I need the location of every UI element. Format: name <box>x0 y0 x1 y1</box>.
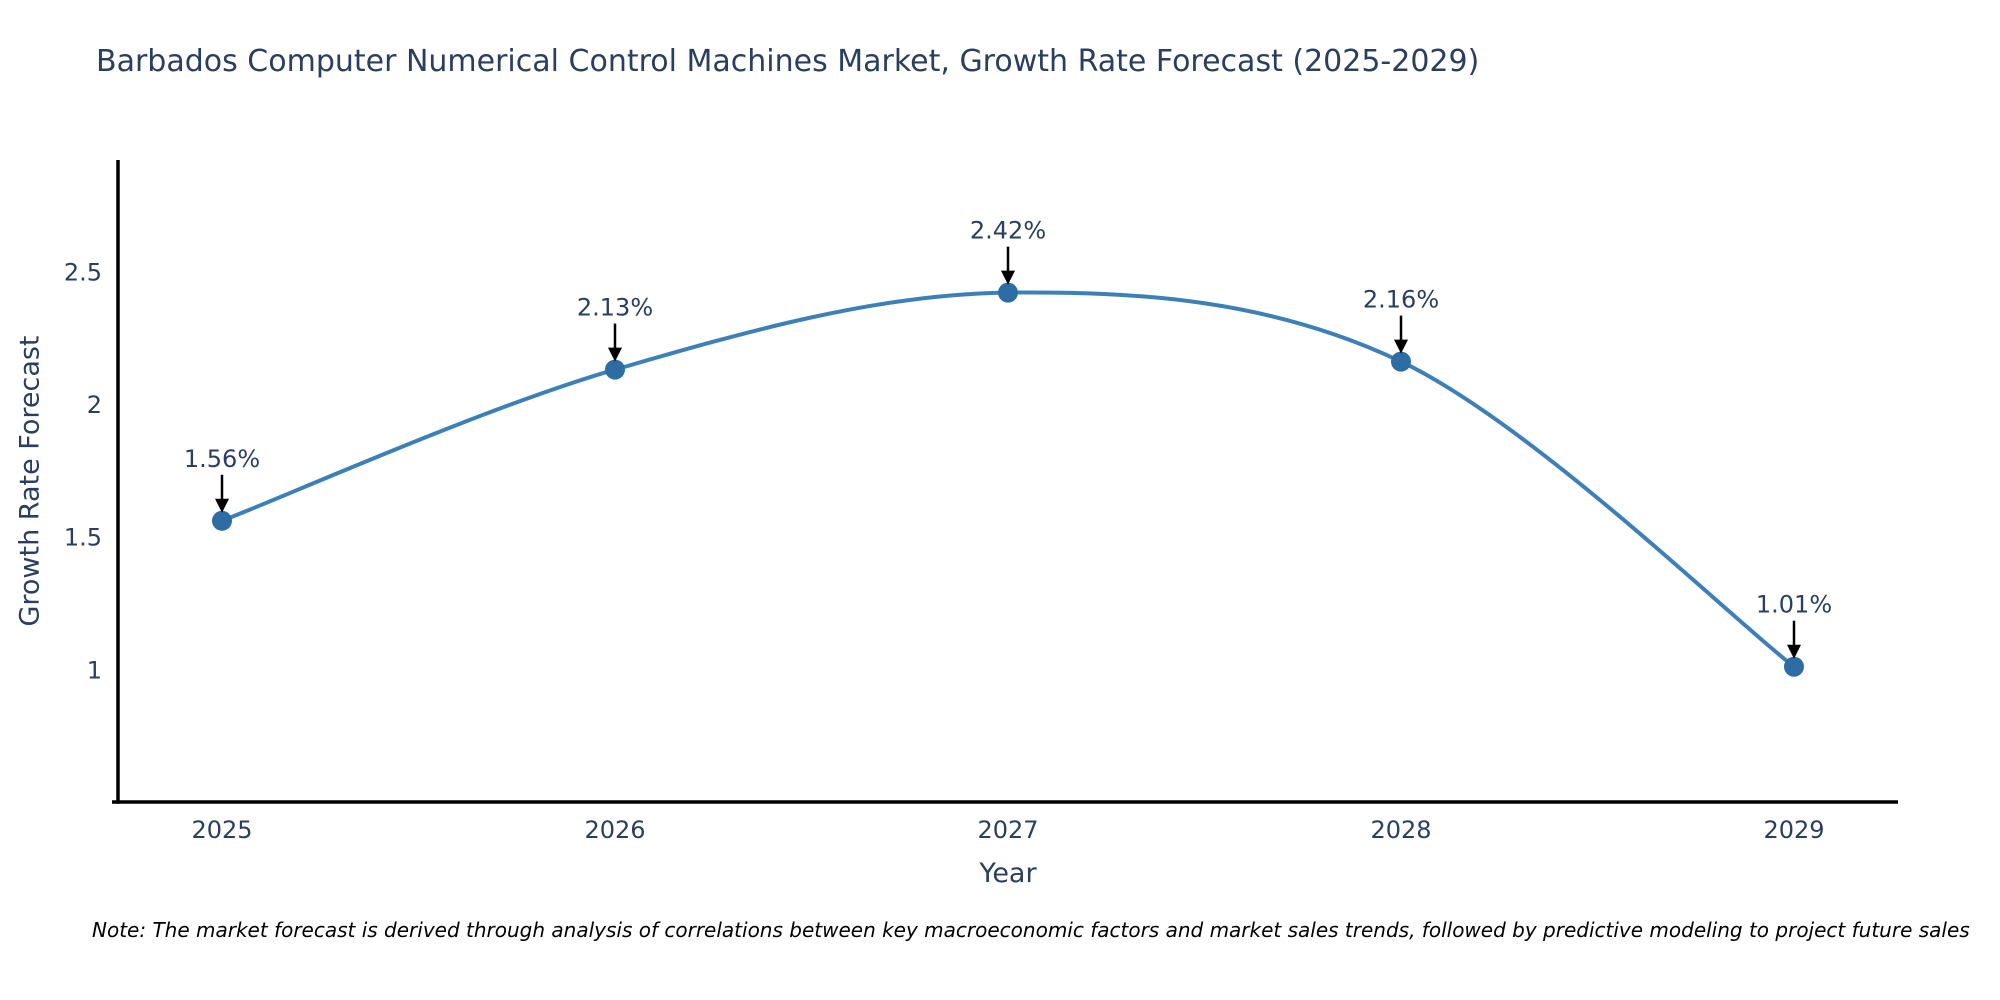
x-tick-label: 2029 <box>1763 816 1824 844</box>
data-point-label: 2.16% <box>1363 286 1439 314</box>
footnote: Note: The market forecast is derived thr… <box>92 918 1970 942</box>
y-axis-title: Growth Rate Forecast <box>14 335 46 627</box>
data-point-label: 1.01% <box>1756 591 1832 619</box>
data-point-label: 2.13% <box>577 294 653 322</box>
data-point-label: 2.42% <box>970 217 1046 245</box>
data-point-label: 1.56% <box>184 445 260 473</box>
annotation-arrowhead-icon <box>608 347 622 362</box>
y-tick-label: 2.5 <box>64 258 102 286</box>
annotation-arrowhead-icon <box>1001 270 1015 285</box>
y-tick-label: 1.5 <box>64 524 102 552</box>
data-point-marker <box>605 359 625 380</box>
y-tick-label: 2 <box>87 391 102 419</box>
data-point-marker <box>1391 351 1411 372</box>
x-axis-title: Year <box>979 858 1037 889</box>
x-tick-label: 2028 <box>1370 816 1431 844</box>
y-tick-label: 1 <box>87 656 102 684</box>
annotation-arrowhead-icon <box>1394 339 1408 354</box>
data-point-marker <box>1784 656 1804 677</box>
data-point-marker <box>212 510 232 531</box>
x-tick-label: 2027 <box>977 816 1038 844</box>
annotation-arrowhead-icon <box>1787 644 1801 659</box>
chart-title: Barbados Computer Numerical Control Mach… <box>96 44 1480 79</box>
annotation-arrowhead-icon <box>215 498 229 513</box>
x-tick-label: 2025 <box>191 816 252 844</box>
x-tick-label: 2026 <box>584 816 645 844</box>
trend-line <box>220 290 1796 669</box>
data-point-marker <box>998 282 1018 303</box>
